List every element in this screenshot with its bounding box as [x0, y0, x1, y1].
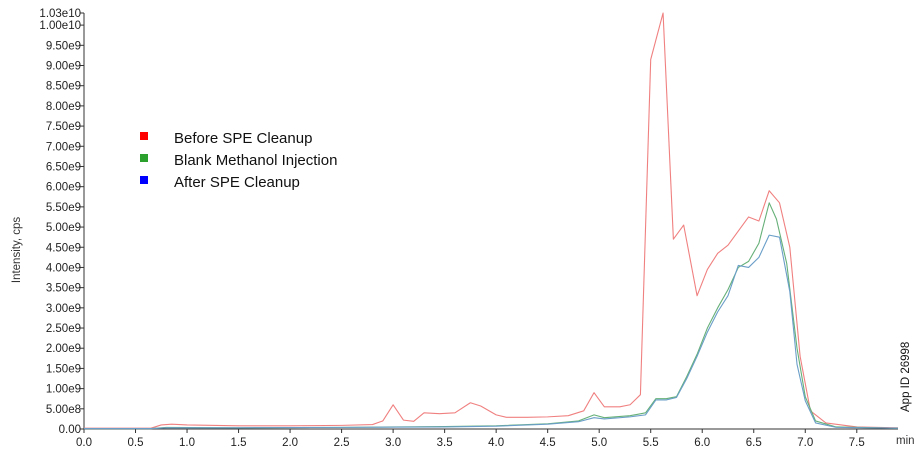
x-tick-label: 4.0	[488, 437, 504, 449]
legend: Before SPE Cleanup Blank Methanol Injecti…	[140, 130, 337, 191]
y-tick-label: 1.00e9	[46, 384, 81, 396]
y-tick-label: 0.00	[59, 424, 81, 436]
y-tick-label: 8.50e9	[46, 81, 81, 93]
y-tick-label: 4.00e9	[46, 262, 81, 274]
y-tick-label: 6.50e9	[46, 161, 81, 173]
y-tick-label: 5.50e9	[46, 202, 81, 214]
app-id-annotation: App ID 26998	[900, 342, 912, 412]
x-tick-label: 6.5	[746, 437, 762, 449]
x-tick-label: 2.5	[334, 437, 350, 449]
x-tick-label: 3.5	[437, 437, 453, 449]
y-tick-label: 1.03e10	[39, 8, 81, 20]
y-tick-label: 5.00e9	[46, 222, 81, 234]
series-line-1	[84, 12, 899, 429]
y-tick-label: 3.00e9	[46, 303, 81, 315]
legend-entry: After SPE Cleanup	[174, 174, 300, 191]
series-layer	[84, 12, 899, 430]
x-tick-label: 3.0	[385, 437, 401, 449]
x-tick-label: 1.5	[231, 437, 247, 449]
axes: 0.0 0.5 1.0 1.5 2.0 2.5 3.0 3.5 4.0 4.5 5.0 5.5 6.0 6…	[39, 8, 898, 449]
x-tick-label: 7.5	[849, 437, 865, 449]
y-tick-label: 1.50e9	[46, 363, 81, 375]
y-tick-label: 6.00e9	[46, 182, 81, 194]
x-tick-label: 1.0	[179, 437, 195, 449]
legend-entry: Before SPE Cleanup	[174, 130, 312, 147]
y-tick-label: 2.00e9	[46, 343, 81, 355]
y-tick-label: 7.00e9	[46, 141, 81, 153]
y-axis-title: Intensity, cps	[11, 217, 23, 284]
x-axis-unit-label: min	[896, 435, 915, 447]
legend-swatch	[140, 176, 148, 184]
x-tick-label: 4.5	[540, 437, 556, 449]
legend-entry: Blank Methanol Injection	[174, 152, 337, 169]
y-tick-label: 5.00e8	[46, 404, 81, 416]
series-line-3	[84, 234, 899, 430]
y-tick-label: 3.50e9	[46, 283, 81, 295]
legend-swatch	[140, 154, 148, 162]
y-tick-label: 9.00e9	[46, 61, 81, 73]
legend-swatch	[140, 132, 148, 140]
y-tick-label: 1.00e10	[39, 20, 81, 32]
x-tick-label: 7.0	[797, 437, 813, 449]
x-tick-label: 0.0	[76, 437, 92, 449]
y-tick-label: 9.50e9	[46, 40, 81, 52]
y-tick-label: 7.50e9	[46, 121, 81, 133]
x-tick-label: 5.0	[591, 437, 607, 449]
x-tick-label: 6.0	[694, 437, 710, 449]
y-tick-label: 4.50e9	[46, 242, 81, 254]
y-tick-label: 8.00e9	[46, 101, 81, 113]
x-tick-label: 0.5	[128, 437, 144, 449]
y-tick-label: 2.50e9	[46, 323, 81, 335]
x-tick-label: 5.5	[643, 437, 659, 449]
x-tick-label: 2.0	[282, 437, 298, 449]
